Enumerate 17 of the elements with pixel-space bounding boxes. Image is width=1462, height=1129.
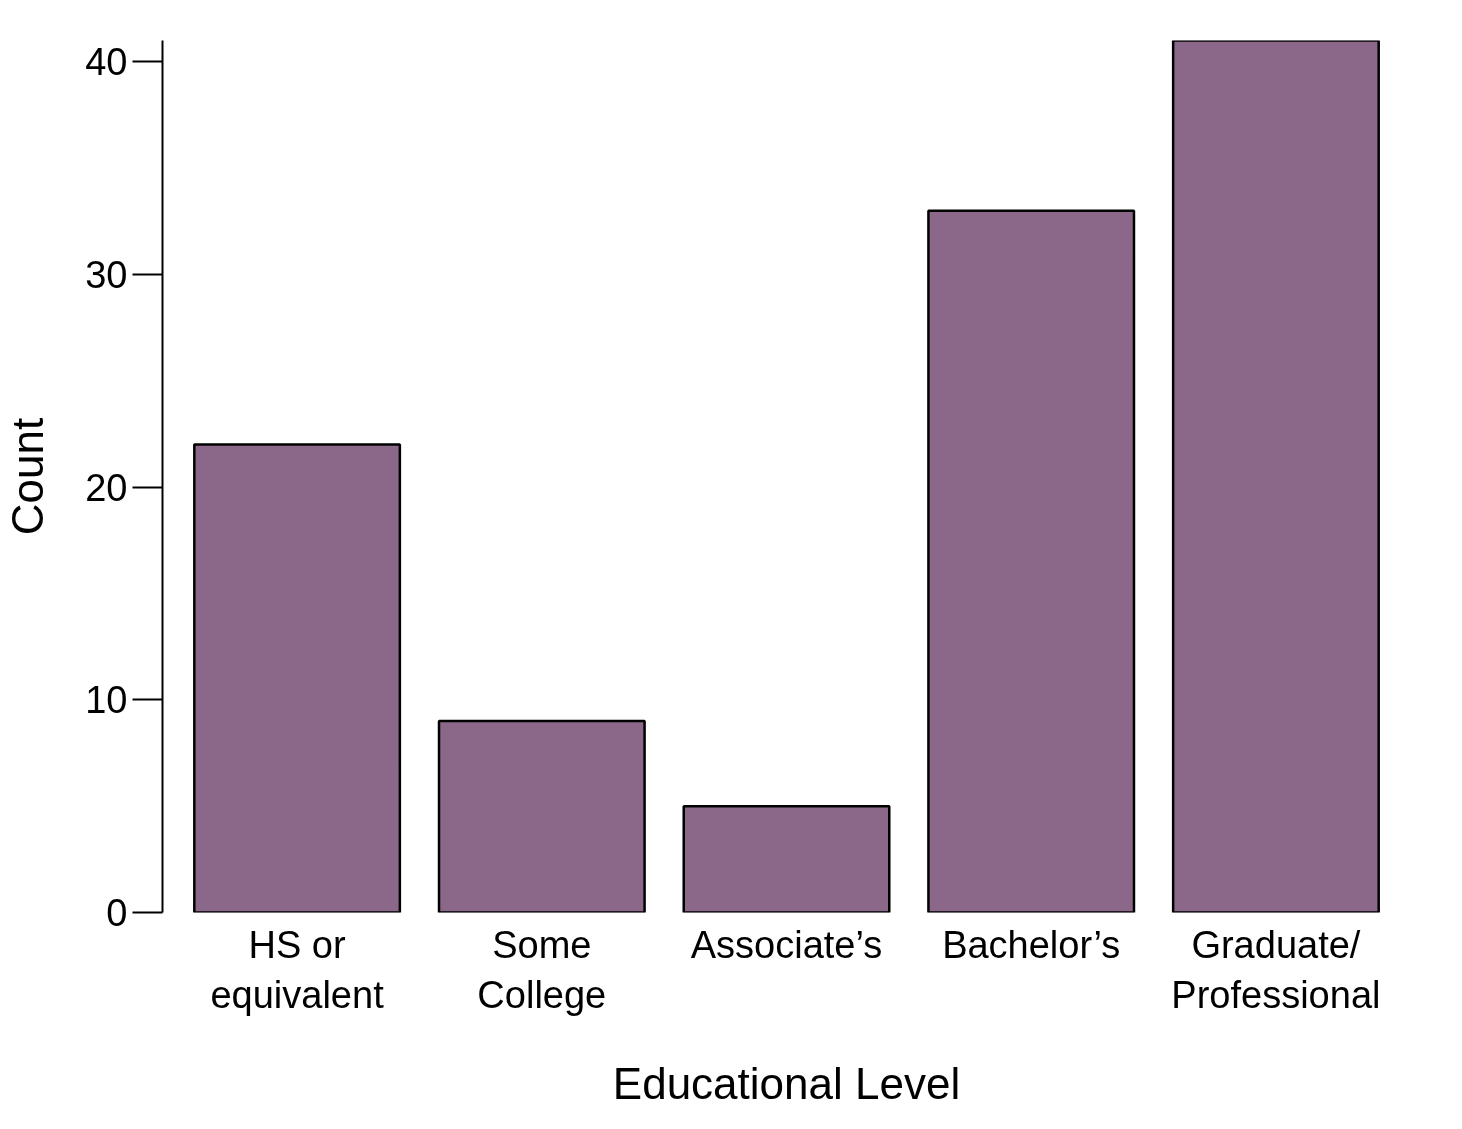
x-tick-label: Bachelor’s	[942, 923, 1121, 966]
bar	[437, 719, 646, 913]
y-axis-title: Count	[3, 417, 53, 536]
x-tick-label: HS or equivalent	[210, 923, 385, 1016]
x-tick-label: Graduate/ Professional	[1171, 923, 1381, 1016]
y-tick-label: 0	[106, 892, 128, 934]
y-tick-label: 30	[85, 253, 128, 296]
x-tick-label: Some College	[477, 923, 607, 1016]
bar	[193, 443, 402, 913]
y-tick-label: 20	[85, 466, 128, 509]
x-axis-title: Educational Level	[612, 1058, 961, 1108]
bar	[682, 804, 891, 913]
bar	[927, 209, 1136, 913]
x-tick-label: Associate’s	[690, 923, 883, 966]
bar	[1171, 40, 1380, 913]
y-tick-label: 10	[85, 679, 128, 722]
y-tick-label: 40	[85, 41, 128, 84]
